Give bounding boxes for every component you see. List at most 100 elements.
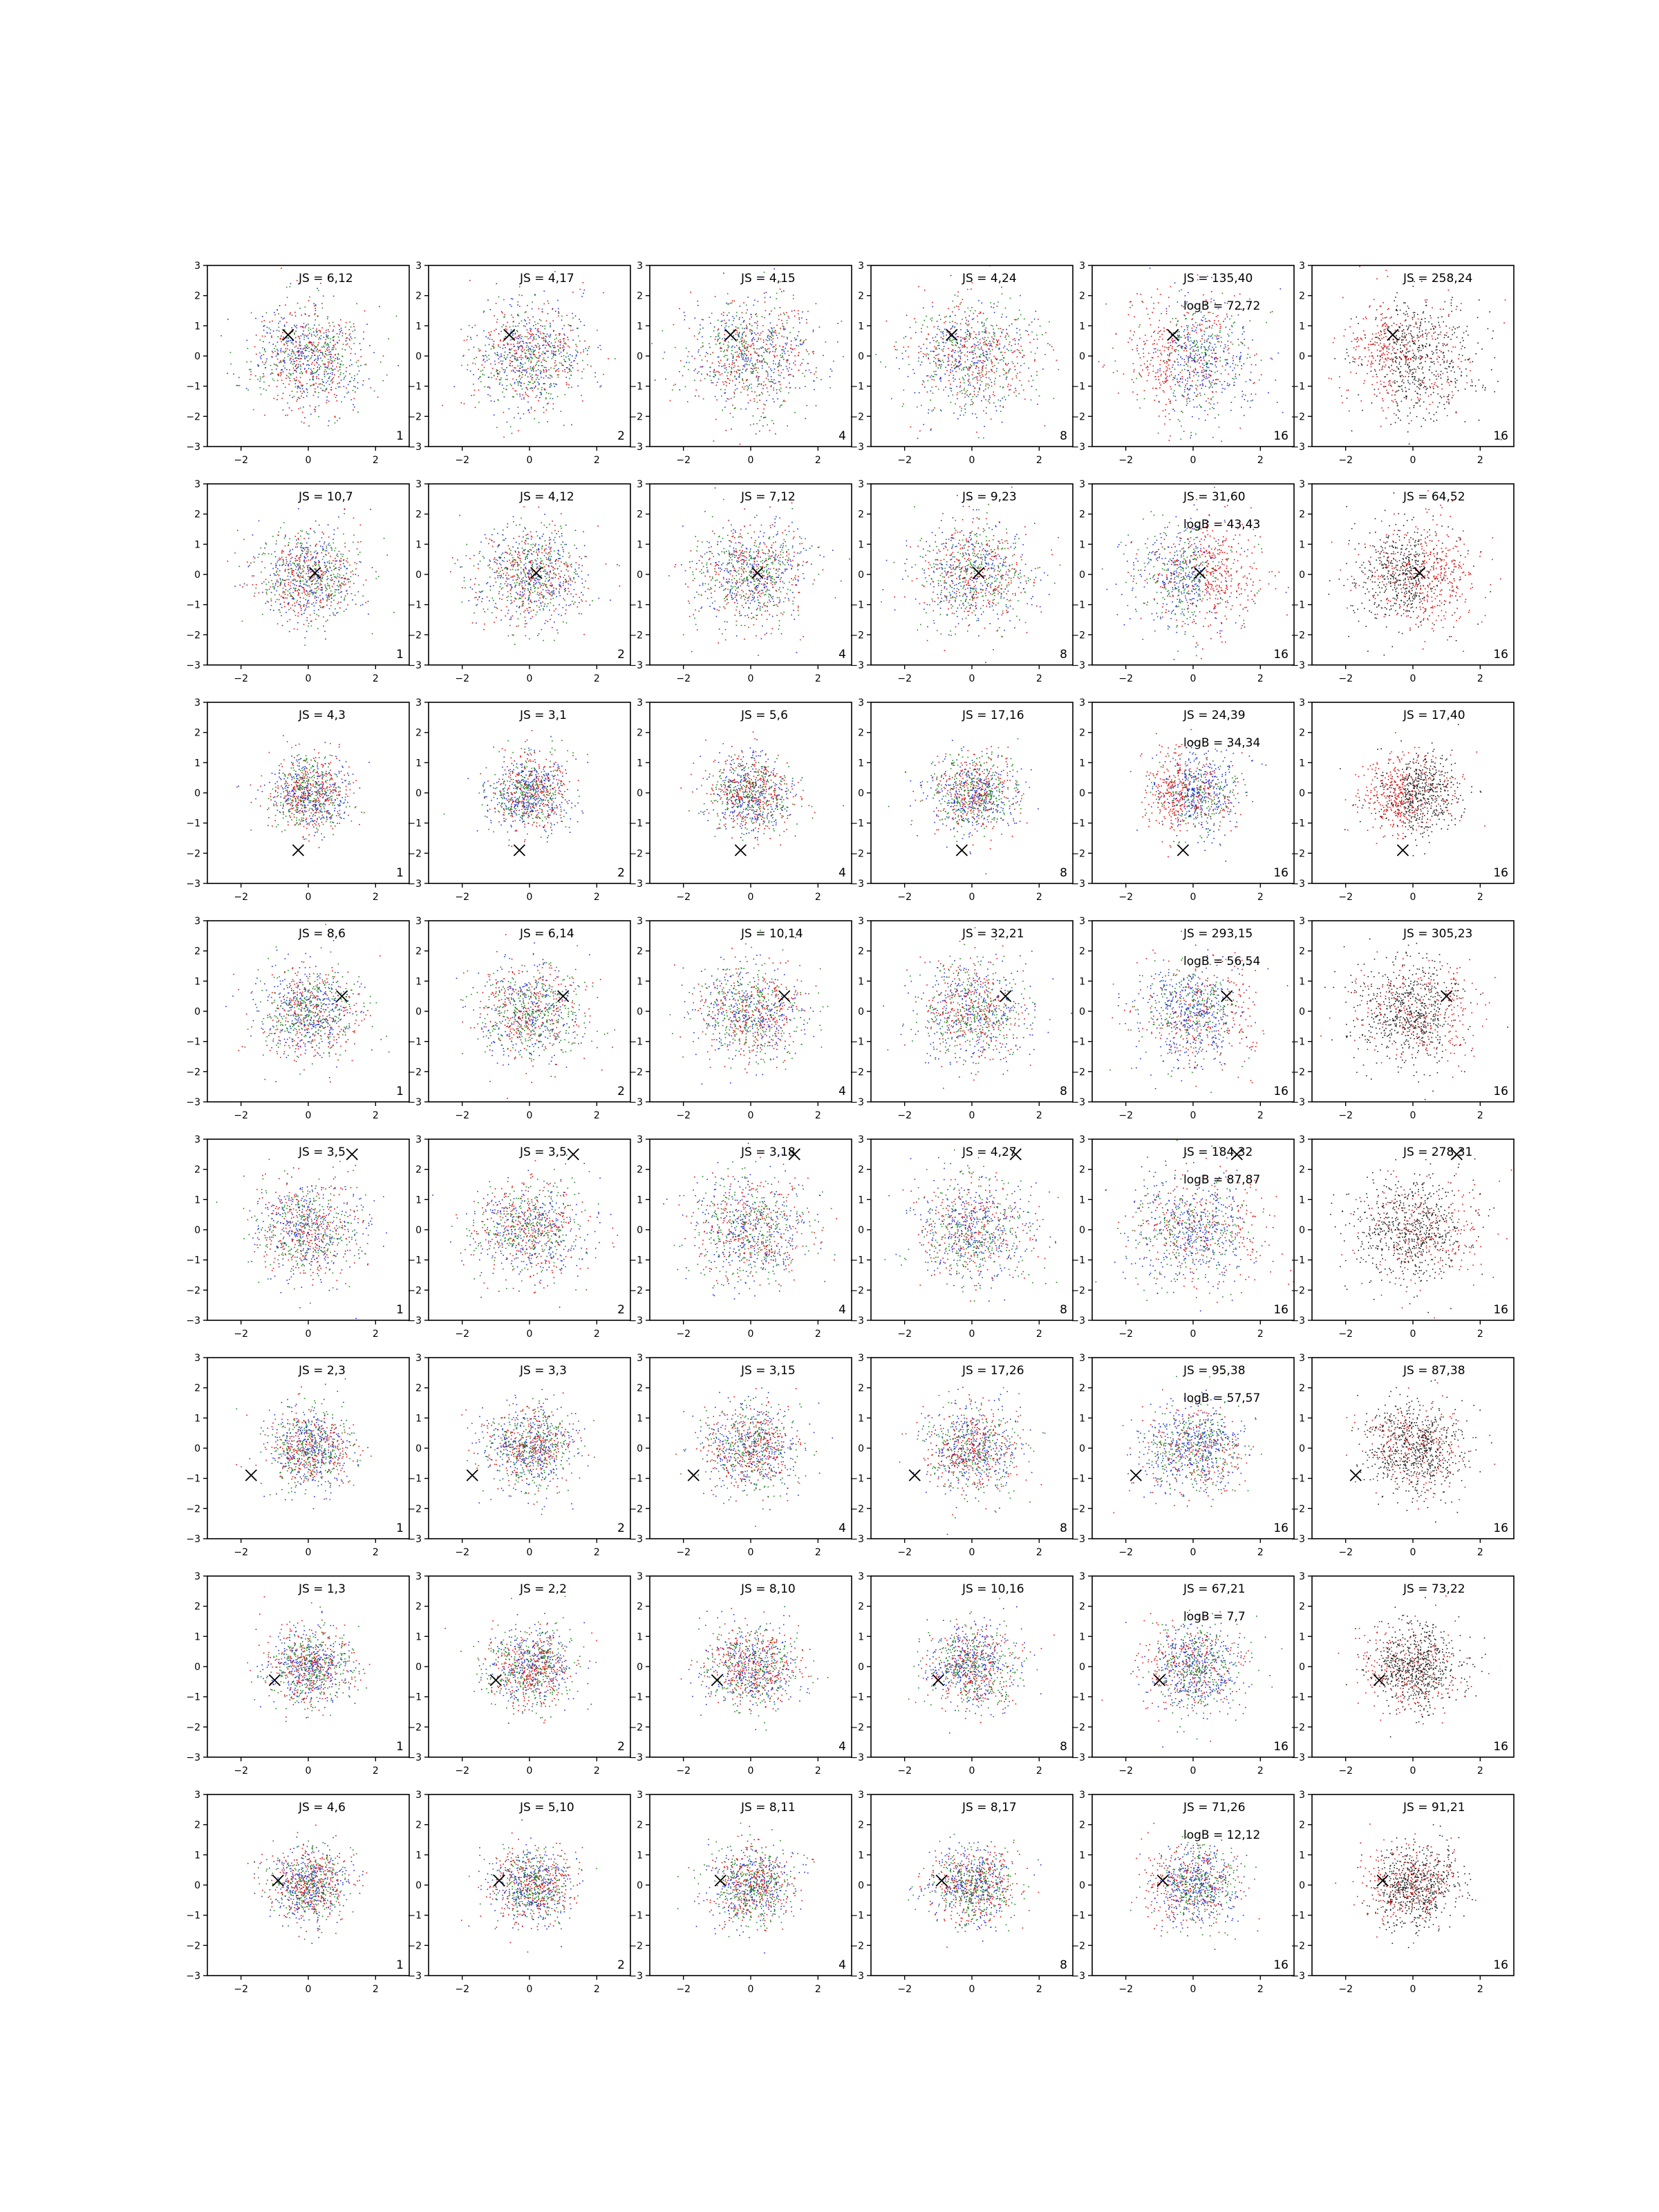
y-tick-label: 2 bbox=[415, 1383, 422, 1394]
x-tick-label: −2 bbox=[676, 892, 691, 903]
js-annotation: JS = 4,17 bbox=[519, 272, 574, 285]
y-tick-label: 2 bbox=[194, 509, 200, 521]
x-tick-label: 0 bbox=[748, 455, 754, 466]
y-tick-label: 0 bbox=[858, 1443, 864, 1454]
x-tick-label: 2 bbox=[1257, 1329, 1264, 1340]
y-tick-label: 3 bbox=[194, 261, 200, 272]
panel-r1-c5: −2 0 2 −3 −2 −1 0 1 2 3 JS = 135,40 logB = 72,72 16 bbox=[1071, 261, 1295, 466]
x-tick-label: 0 bbox=[1190, 673, 1197, 684]
y-tick-label: −3 bbox=[407, 1971, 422, 1982]
panel-corner-label: 2 bbox=[617, 429, 625, 443]
y-tick-label: 0 bbox=[1079, 1225, 1085, 1236]
x-tick-label: −2 bbox=[676, 1110, 691, 1121]
y-tick-label: 2 bbox=[858, 1602, 864, 1613]
x-tick-label: 2 bbox=[1257, 1110, 1264, 1121]
x-tick-label: −2 bbox=[234, 1547, 248, 1558]
x-tick-label: −2 bbox=[897, 1765, 912, 1777]
y-tick-label: 3 bbox=[1079, 1134, 1085, 1145]
y-tick-label: −3 bbox=[628, 442, 643, 453]
x-tick-label: 2 bbox=[373, 455, 379, 466]
x-tick-label: −2 bbox=[234, 892, 248, 903]
x-tick-label: 0 bbox=[1410, 1547, 1416, 1558]
panel-r3-c1: −2 0 2 −3 −2 −1 0 1 2 3 JS = 4,3 1 bbox=[186, 697, 410, 903]
y-tick-label: 0 bbox=[194, 788, 200, 799]
x-tick-label: 0 bbox=[1410, 1984, 1416, 1995]
y-tick-label: −2 bbox=[186, 848, 200, 859]
js-annotation: JS = 4,24 bbox=[962, 272, 1017, 285]
y-tick-label: 0 bbox=[637, 1225, 643, 1236]
y-tick-label: 0 bbox=[415, 351, 422, 362]
x-marker bbox=[513, 844, 526, 856]
x-tick-label: 2 bbox=[1036, 1329, 1042, 1340]
y-tick-label: 3 bbox=[858, 1790, 864, 1801]
x-tick-label: −2 bbox=[1338, 673, 1353, 684]
axes-frame bbox=[1311, 920, 1515, 1103]
y-tick-label: −2 bbox=[1071, 1503, 1085, 1515]
scatter-points bbox=[1113, 1372, 1262, 1514]
js-annotation: JS = 31,60 bbox=[1183, 490, 1246, 504]
x-tick-label: 0 bbox=[969, 455, 975, 466]
y-tick-label: 2 bbox=[637, 291, 643, 302]
y-tick-label: −1 bbox=[628, 1911, 643, 1922]
scatter-points bbox=[432, 1149, 619, 1308]
y-tick-label: 0 bbox=[415, 570, 422, 581]
y-tick-label: 3 bbox=[858, 916, 864, 927]
y-tick-label: −2 bbox=[850, 630, 864, 641]
axes-frame bbox=[1311, 483, 1515, 666]
x-tick-label: 0 bbox=[1410, 673, 1416, 684]
y-tick-label: −1 bbox=[1291, 1255, 1305, 1266]
y-tick-label: −2 bbox=[407, 630, 422, 641]
y-tick-label: −3 bbox=[628, 1534, 643, 1545]
panel-corner-label: 4 bbox=[838, 648, 846, 662]
panel-r2-c1: −2 0 2 −3 −2 −1 0 1 2 3 JS = 10,7 1 bbox=[186, 479, 410, 684]
y-tick-label: 2 bbox=[637, 946, 643, 957]
panel-r1-c2: −2 0 2 −3 −2 −1 0 1 2 3 JS = 4,17 2 bbox=[407, 261, 631, 466]
x-tick-label: −2 bbox=[455, 673, 469, 684]
axes-frame bbox=[870, 483, 1074, 666]
y-tick-label: 1 bbox=[637, 1413, 643, 1424]
x-marker bbox=[336, 990, 348, 1002]
x-marker bbox=[1387, 328, 1399, 341]
x-tick-label: −2 bbox=[455, 455, 469, 466]
axes-frame bbox=[1091, 1794, 1295, 1976]
y-tick-label: −3 bbox=[407, 1534, 422, 1545]
y-tick-label: 0 bbox=[415, 1662, 422, 1673]
js-annotation: JS = 73,22 bbox=[1403, 1582, 1465, 1596]
x-tick-label: 0 bbox=[748, 1547, 754, 1558]
y-tick-label: 0 bbox=[194, 351, 200, 362]
y-tick-label: −2 bbox=[186, 1722, 200, 1733]
panel-r3-c4: −2 0 2 −3 −2 −1 0 1 2 3 JS = 17,16 8 bbox=[850, 697, 1074, 903]
y-tick-label: −3 bbox=[186, 1971, 200, 1982]
y-tick-label: 2 bbox=[637, 509, 643, 521]
panel-r4-c3: −2 0 2 −3 −2 −1 0 1 2 3 JS = 10,14 4 bbox=[628, 916, 852, 1121]
y-tick-label: 3 bbox=[415, 479, 422, 490]
panel-corner-label: 16 bbox=[1273, 648, 1288, 662]
y-tick-label: 0 bbox=[1299, 351, 1305, 362]
y-tick-label: 0 bbox=[1299, 570, 1305, 581]
y-tick-label: 0 bbox=[858, 1006, 864, 1018]
panel-r3-c5: −2 0 2 −3 −2 −1 0 1 2 3 JS = 24,39 logB = 34,34 16 bbox=[1071, 697, 1295, 903]
y-tick-label: 2 bbox=[858, 1165, 864, 1176]
js-annotation: JS = 24,39 bbox=[1183, 709, 1246, 722]
x-tick-label: 2 bbox=[1036, 455, 1042, 466]
js-annotation: JS = 95,38 bbox=[1183, 1364, 1246, 1378]
x-tick-label: −2 bbox=[1338, 1984, 1353, 1995]
y-tick-label: 0 bbox=[858, 1662, 864, 1673]
js-annotation: JS = 293,15 bbox=[1183, 927, 1253, 941]
x-tick-label: −2 bbox=[897, 455, 912, 466]
y-tick-label: 2 bbox=[194, 946, 200, 957]
y-tick-label: 3 bbox=[415, 916, 422, 927]
y-tick-label: 2 bbox=[194, 728, 200, 739]
x-tick-label: −2 bbox=[455, 1765, 469, 1777]
x-marker bbox=[466, 1469, 478, 1481]
panel-corner-label: 16 bbox=[1493, 1958, 1508, 1972]
panel-corner-label: 1 bbox=[396, 1303, 404, 1317]
y-tick-label: 0 bbox=[194, 1880, 200, 1891]
js-annotation: JS = 91,21 bbox=[1403, 1801, 1465, 1815]
y-tick-label: −3 bbox=[186, 442, 200, 453]
panel-corner-label: 16 bbox=[1493, 1521, 1508, 1535]
x-tick-label: −2 bbox=[1338, 892, 1353, 903]
y-tick-label: 1 bbox=[1299, 1631, 1305, 1642]
y-tick-label: 0 bbox=[1299, 1006, 1305, 1018]
logb-annotation: logB = 7,7 bbox=[1183, 1610, 1246, 1624]
